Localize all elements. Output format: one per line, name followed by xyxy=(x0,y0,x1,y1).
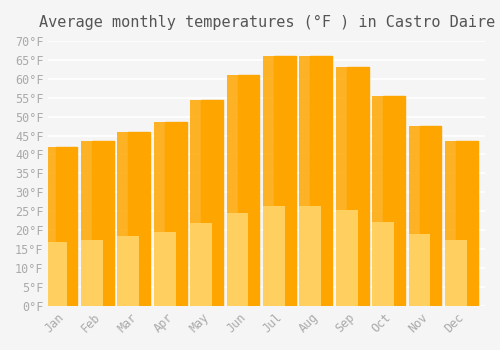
Bar xyxy=(372,222,394,306)
Bar xyxy=(238,75,260,306)
Bar xyxy=(408,234,430,306)
Bar xyxy=(190,223,212,306)
Bar xyxy=(383,96,405,306)
Bar xyxy=(445,141,467,306)
Bar xyxy=(56,147,78,306)
Bar xyxy=(420,126,442,306)
Bar xyxy=(336,68,357,306)
Bar xyxy=(300,206,322,306)
Bar xyxy=(201,99,223,306)
Bar xyxy=(274,56,296,306)
Bar xyxy=(263,56,285,306)
Bar xyxy=(336,210,357,306)
Bar xyxy=(372,96,394,306)
Bar xyxy=(128,132,150,306)
Bar xyxy=(263,206,285,306)
Bar xyxy=(456,141,477,306)
Bar xyxy=(226,214,248,306)
Bar xyxy=(165,122,186,306)
Bar xyxy=(154,122,176,306)
Bar xyxy=(81,141,103,306)
Bar xyxy=(92,141,114,306)
Bar xyxy=(44,147,66,306)
Title: Average monthly temperatures (°F ) in Castro Daire: Average monthly temperatures (°F ) in Ca… xyxy=(38,15,495,30)
Bar xyxy=(118,132,140,306)
Bar xyxy=(154,232,176,306)
Bar xyxy=(445,240,467,306)
Bar xyxy=(310,56,332,306)
Bar xyxy=(190,99,212,306)
Bar xyxy=(408,126,430,306)
Bar xyxy=(346,68,368,306)
Bar xyxy=(300,56,322,306)
Bar xyxy=(118,236,140,306)
Bar xyxy=(44,242,66,306)
Bar xyxy=(226,75,248,306)
Bar xyxy=(81,240,103,306)
